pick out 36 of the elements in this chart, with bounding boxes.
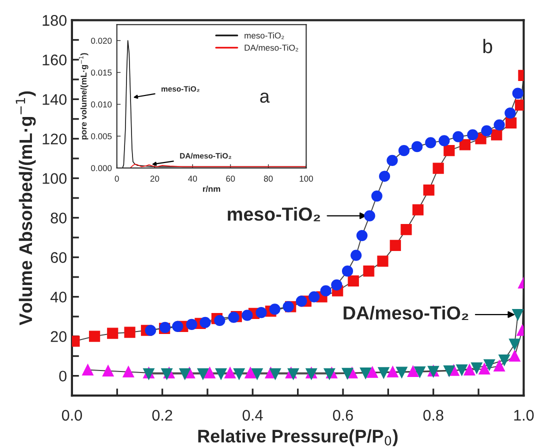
x-axis-title: r/nm (202, 186, 220, 192)
y-tick-label: 0.020 (91, 38, 112, 44)
x-tick-label: 0.6 (332, 410, 353, 421)
y-tick-label: 60 (50, 252, 66, 263)
annotation: meso-TiO₂ (228, 207, 320, 222)
x-tick-label: 0.0 (62, 410, 82, 421)
x-tick-label: 0 (114, 176, 119, 182)
x-tick-label: 100 (300, 176, 313, 182)
y-axis-title: pore volume/(mL·g$^{−1}$) (78, 53, 88, 140)
y-tick-label: 0 (59, 370, 66, 382)
x-tick-label: 1.0 (514, 410, 534, 421)
legend-label: meso-TiO₂ (244, 32, 284, 40)
y-tick-label: 180 (42, 15, 66, 26)
y-tick-label: 140 (42, 94, 66, 105)
x-tick-label: 40 (188, 176, 197, 182)
annotation: b (483, 38, 492, 54)
y-tick-label: 80 (50, 212, 66, 224)
y-tick-label: 0.015 (91, 70, 112, 76)
x-tick-label: 60 (226, 176, 235, 182)
x-tick-label: 0.8 (423, 410, 444, 421)
legend-label: DA/meso-TiO₂ (244, 44, 298, 52)
x-tick-label: 80 (264, 176, 273, 182)
x-axis-title: Relative Pressure(P/P$_{0}$) (198, 429, 398, 446)
y-tick-label: 20 (50, 331, 66, 342)
y-tick-label: 0.005 (91, 133, 112, 140)
y-tick-label: 0.010 (91, 101, 112, 108)
y-axis-title: Volume Absorbed/(mL·g$^{−1}$) (16, 91, 36, 326)
y-tick-label: 0.000 (91, 165, 112, 172)
annotation: a (260, 92, 270, 103)
x-tick-label: 0.4 (242, 410, 263, 421)
y-tick-label: 160 (42, 54, 66, 66)
annotation: DA/meso-TiO₂ (344, 306, 468, 320)
x-tick-label: 0.2 (152, 410, 172, 421)
x-tick-label: 20 (150, 176, 160, 182)
y-tick-label: 40 (50, 292, 66, 302)
y-tick-label: 120 (42, 134, 66, 144)
